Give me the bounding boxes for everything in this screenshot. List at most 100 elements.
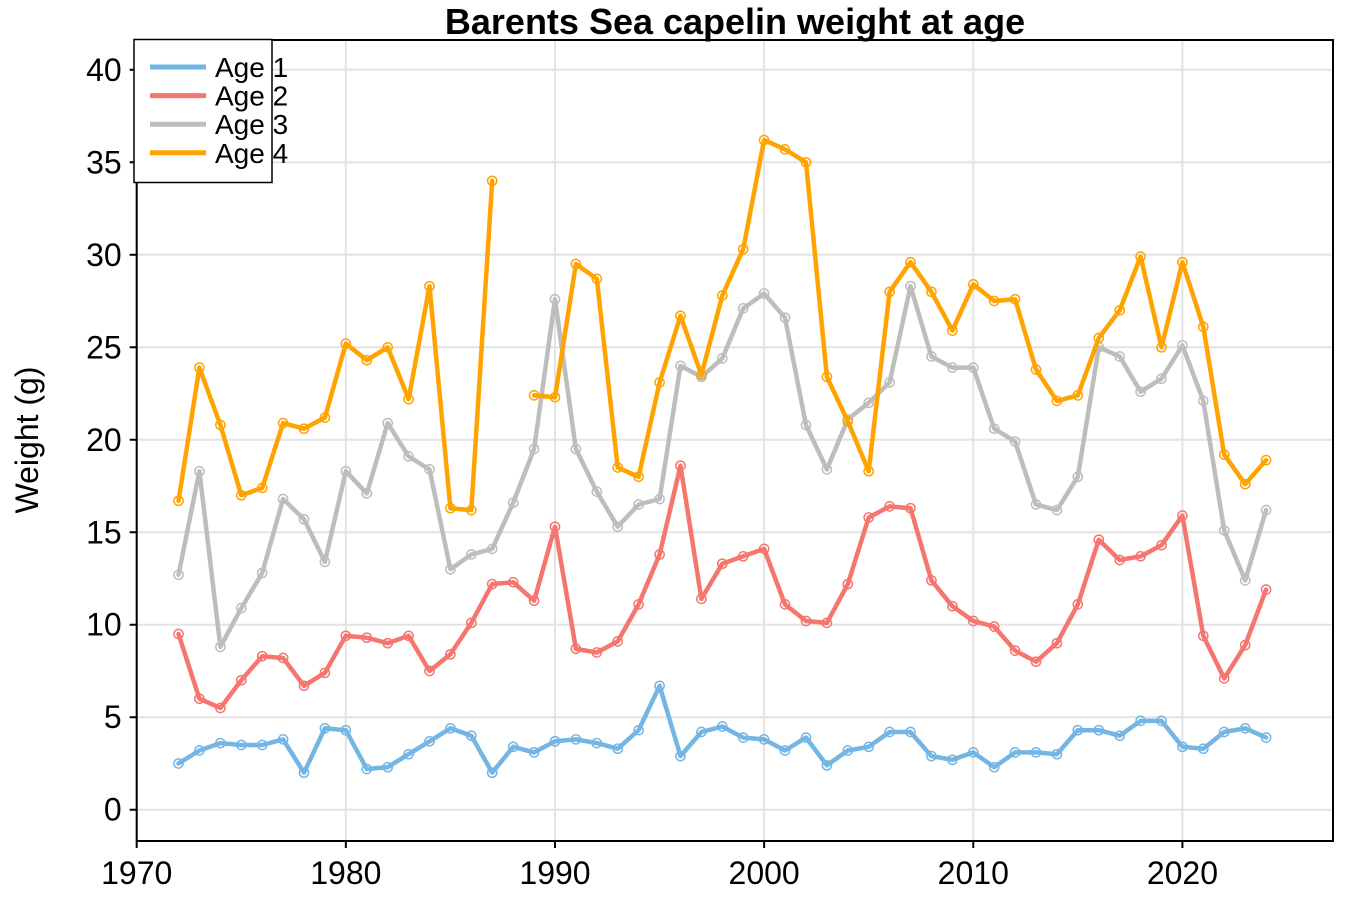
data-point-age-4	[654, 377, 665, 388]
data-point-age-3	[1177, 340, 1188, 351]
data-point-age-3	[633, 499, 644, 510]
data-point-age-1	[1114, 730, 1126, 742]
data-point-age-3	[716, 353, 728, 364]
data-point-age-1	[570, 734, 582, 745]
data-point-age-4	[1218, 449, 1230, 460]
data-point-age-2	[215, 702, 226, 714]
data-point-age-1	[821, 759, 833, 771]
data-point-age-1	[863, 741, 875, 753]
y-tick-label: 25	[86, 329, 122, 365]
data-point-age-1	[382, 761, 394, 773]
data-point-age-3	[486, 543, 498, 555]
data-point-age-3	[1260, 504, 1272, 516]
data-point-age-1	[1218, 726, 1230, 738]
data-point-age-3	[382, 417, 394, 429]
data-point-age-2	[1051, 637, 1063, 649]
data-point-age-4	[173, 495, 184, 507]
data-point-age-3	[1114, 351, 1126, 362]
y-tick-label: 40	[86, 52, 122, 88]
data-point-age-1	[256, 739, 268, 751]
data-point-age-1	[445, 722, 456, 734]
data-point-age-4	[675, 310, 686, 322]
data-point-age-2	[1197, 630, 1209, 642]
data-point-age-2	[319, 667, 331, 679]
data-point-age-4	[549, 391, 561, 403]
y-tick-label: 10	[86, 607, 122, 643]
data-point-age-1	[926, 750, 937, 762]
data-point-age-2	[633, 599, 644, 610]
data-point-age-1	[507, 741, 519, 753]
data-point-age-4	[424, 280, 435, 292]
data-point-age-3	[926, 351, 937, 362]
data-point-age-2	[256, 650, 268, 662]
data-point-age-4	[382, 341, 394, 353]
data-point-age-2	[194, 693, 205, 705]
data-point-age-3	[507, 497, 519, 509]
data-point-age-2	[1093, 534, 1105, 546]
data-point-age-1	[591, 737, 603, 749]
data-point-age-2	[403, 630, 414, 642]
data-point-age-1	[319, 722, 331, 734]
data-point-age-3	[905, 280, 916, 292]
data-point-age-4	[256, 482, 268, 494]
data-point-age-2	[1072, 599, 1084, 610]
data-point-age-3	[884, 377, 895, 388]
series-line-age-1	[176, 683, 1269, 775]
data-point-age-4	[215, 419, 226, 431]
data-point-age-4	[277, 417, 289, 429]
data-point-age-1	[633, 724, 644, 736]
data-point-age-2	[528, 595, 540, 607]
data-point-age-3	[675, 360, 686, 372]
data-point-age-2	[591, 647, 603, 658]
legend-entry-label: Age 3	[215, 109, 288, 140]
data-point-age-1	[424, 735, 435, 747]
y-tick-label: 0	[104, 792, 122, 828]
axis-ticks: 0 5 10 15 20 25 30 35 40 1970 1980 1990 2000 2010 2020	[86, 52, 1218, 891]
data-point-age-2	[654, 549, 665, 560]
data-point-age-1	[1197, 743, 1209, 755]
data-point-age-4	[1030, 364, 1042, 375]
data-point-age-1	[486, 767, 498, 779]
data-point-age-4	[1072, 390, 1084, 401]
data-point-age-4	[926, 286, 937, 298]
data-point-age-4	[612, 462, 624, 473]
data-point-age-1	[298, 767, 310, 779]
data-point-age-4	[800, 156, 812, 168]
data-point-age-2	[779, 599, 791, 610]
data-point-age-2	[1218, 673, 1230, 684]
data-point-age-4	[696, 369, 707, 381]
data-point-age-1	[696, 726, 707, 738]
data-point-age-3	[215, 641, 226, 653]
data-point-age-3	[361, 488, 373, 499]
data-point-age-3	[863, 397, 875, 409]
data-point-age-4	[1135, 251, 1146, 262]
data-point-age-1	[1177, 741, 1188, 753]
legend-entry-label: Age 4	[215, 138, 288, 169]
data-point-age-4	[528, 390, 540, 401]
data-point-age-1	[1030, 747, 1042, 758]
data-point-age-1	[194, 745, 205, 756]
data-point-age-1	[1093, 724, 1105, 736]
data-point-age-2	[821, 617, 833, 629]
gridlines	[135, 40, 1333, 841]
data-point-age-2	[696, 593, 707, 605]
data-point-age-2	[1177, 510, 1188, 521]
data-point-age-4	[758, 134, 770, 146]
data-point-age-4	[863, 465, 875, 477]
data-point-age-2	[1030, 656, 1042, 668]
y-tick-label: 35	[86, 144, 122, 180]
data-point-age-1	[1009, 747, 1021, 758]
data-point-age-3	[758, 288, 770, 299]
data-point-age-3	[947, 362, 958, 373]
data-point-age-1	[612, 743, 624, 755]
data-point-age-1	[361, 763, 373, 775]
data-point-age-3	[173, 569, 184, 581]
data-point-age-3	[570, 443, 582, 455]
data-point-age-1	[1051, 748, 1063, 760]
data-point-age-2	[361, 632, 373, 644]
chart-title: Barents Sea capelin weight at age	[445, 1, 1025, 42]
data-point-age-1	[654, 680, 665, 692]
data-point-age-2	[486, 578, 498, 590]
data-point-age-4	[361, 354, 373, 366]
